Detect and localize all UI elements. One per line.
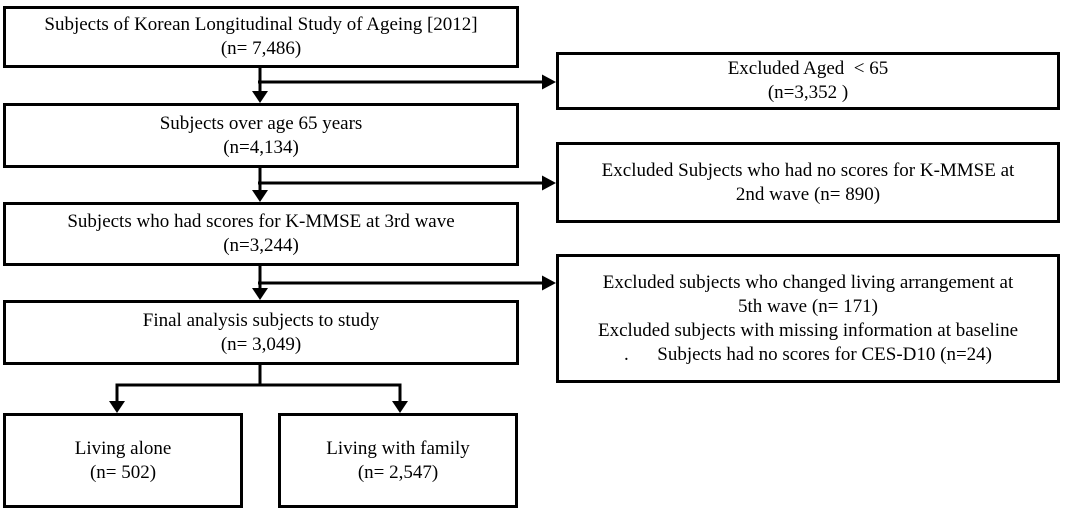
box-subjects-over-65-count: (n=4,134) [223,136,299,158]
box-living-alone-count: (n= 502) [89,461,157,483]
box-final-analysis: Final analysis subjects to study (n= 3,0… [3,300,519,365]
box-excluded-missing-baseline-line: Excluded subjects with missing informati… [597,319,1019,341]
box-excluded-5th-wave-line2: 5th wave (n= 171) [738,295,878,317]
box-excluded-under-65-title: Excluded Aged < 65 [727,58,889,79]
arrow-source-to-over65 [252,68,268,103]
box-excluded-5th-wave-and-missing: Excluded subjects who changed living arr… [556,254,1060,383]
box-kmmse-3rd-wave: Subjects who had scores for K-MMSE at 3r… [3,202,519,266]
box-excluded-no-kmmse-2nd-wave: Excluded Subjects who had no scores for … [556,142,1060,223]
arrow-final-split [109,365,408,413]
box-kmmse-3rd-wave-count: (n=3,244) [223,235,299,256]
box-subjects-over-65-title: Subjects over age 65 years [159,112,363,134]
box-klosa-source-count: (n= 7,486) [220,38,302,59]
box-final-analysis-title: Final analysis subjects to study [142,309,380,331]
box-living-with-family: Living with family (n= 2,547) [278,413,518,508]
box-excluded-no-cesd10-line: . Subjects had no scores for CES-D10 (n=… [624,343,992,365]
box-living-with-family-count: (n= 2,547) [357,461,439,483]
arrow-branch-to-excluded-age [258,74,556,90]
box-excluded-under-65-count: (n=3,352 ) [767,82,849,103]
box-klosa-source: Subjects of Korean Longitudinal Study of… [3,6,519,68]
box-klosa-source-title: Subjects of Korean Longitudinal Study of… [44,14,478,35]
box-final-analysis-count: (n= 3,049) [220,333,302,355]
box-excluded-no-kmmse-2nd-wave-line1: Excluded Subjects who had no scores for … [601,159,1015,181]
arrow-over65-to-kmmse3 [252,168,268,202]
box-excluded-no-kmmse-2nd-wave-line2: 2nd wave (n= 890) [735,183,881,205]
box-excluded-under-65: Excluded Aged < 65 (n=3,352 ) [556,52,1060,110]
box-kmmse-3rd-wave-title: Subjects who had scores for K-MMSE at 3r… [67,211,455,232]
box-subjects-over-65: Subjects over age 65 years (n=4,134) [3,103,519,168]
arrow-kmmse3-to-final [252,266,268,300]
box-excluded-5th-wave-line1: Excluded subjects who changed living arr… [602,271,1014,293]
arrow-branch-to-excluded-kmmse [258,175,556,191]
arrow-branch-to-excluded-multi [258,275,556,291]
box-living-alone: Living alone (n= 502) [3,413,243,508]
box-living-with-family-title: Living with family [326,437,470,459]
box-living-alone-title: Living alone [74,437,172,459]
